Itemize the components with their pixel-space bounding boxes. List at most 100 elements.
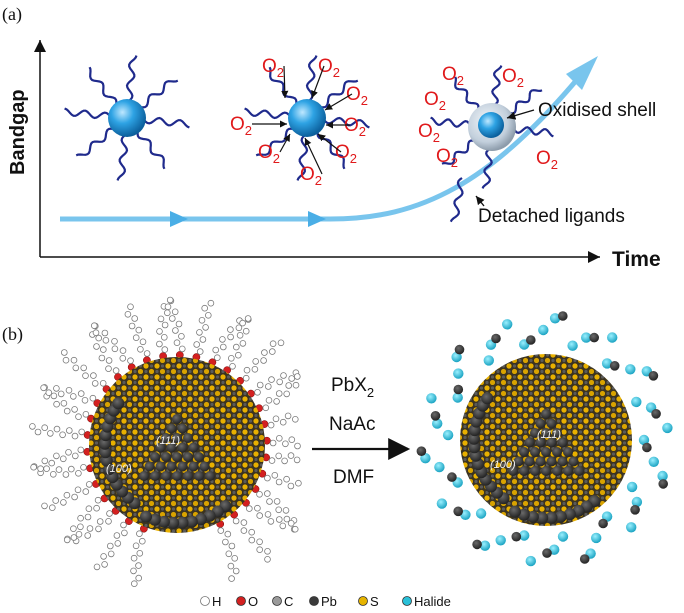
hydrogen-atom [282,440,289,448]
hydrogen-atom [248,536,256,544]
detached-ligands-pointer [475,195,485,207]
hydrogen-atom [228,542,236,550]
hydrogen-atom [199,336,207,343]
hydrogen-atom [34,428,42,436]
o2-pointer [304,137,323,175]
ligand [454,76,480,111]
pb-atom [99,437,111,450]
hydrogen-atom [55,466,63,473]
ligand-group-1 [64,55,190,181]
halide-atom [495,535,506,546]
hydrogen-atom [82,372,89,380]
ligand [136,131,166,170]
hydrogen-atom [78,428,85,436]
hydrogen-atom [217,527,225,534]
pb-atom [557,437,568,448]
ligand [125,55,138,102]
hydrogen-atom [53,452,60,460]
hydrogen-atom [242,327,250,335]
ligand [116,134,129,181]
hydrogen-atom [279,418,287,426]
hydrogen-atom [283,475,290,483]
pb-core-left [99,397,232,529]
hydrogen-atom [268,376,275,383]
hydrogen-atom [256,538,263,546]
hydrogen-atom [227,333,234,341]
pb-atom [176,516,189,529]
pb-atom [177,442,188,453]
hydrogen-atom [82,488,90,495]
oxidised-shell-pointer [506,109,535,120]
pb-atom [161,471,171,481]
hydrogen-atom [179,345,186,353]
o2-label: O2 [230,114,252,138]
hydrogen-atom [265,396,273,404]
ligand [64,107,111,120]
hydrogen-atom [264,511,272,518]
halide-atom [648,456,659,467]
pb-atom [552,466,562,476]
halide-atom [432,418,443,429]
trend-arrowhead-1 [170,211,188,227]
pb-atom [199,461,210,472]
pb-atom [194,513,207,526]
hydrogen-atom [284,412,292,420]
hydrogen-atom [101,561,108,568]
halide-atom [549,313,561,324]
hydrogen-atom [136,549,144,557]
hydrogen-atom [287,452,295,459]
halide-atom [626,481,638,493]
carbon-atom [558,311,568,321]
legend-swatch-s [358,596,368,606]
hydrogen-atom [60,399,68,407]
carbon-atom [453,384,464,395]
hydrogen-atom [229,362,236,370]
pb-atom [183,471,193,481]
carbon-atom [416,446,427,457]
hydrogen-atom [283,515,291,523]
hydrogen-atom [62,356,70,364]
o2-label: O2 [536,148,558,172]
pb-atom [468,432,480,445]
hydrogen-atom [127,357,134,365]
pb-atom [194,452,204,462]
y-axis-label: Bandgap [7,89,29,175]
pb-atom [144,461,155,472]
hydrogen-atom [132,542,140,550]
hydrogen-atom [273,398,280,405]
hydrogen-atom [71,406,78,413]
hydrogen-atom [48,459,55,467]
hydrogen-atom [65,448,72,456]
pb-atom [546,456,557,467]
pb-atom [545,511,558,524]
hydrogen-atom [135,562,142,569]
hydrogen-atom [280,372,287,379]
hydrogen-atom [139,338,147,346]
carbon-atom [453,506,464,517]
hydrogen-atom [102,336,110,344]
hydrogen-atom [77,523,84,531]
legend-swatch-c [272,596,282,606]
hydrogen-atom [77,390,85,397]
hydrogen-atom [96,518,104,525]
hydrogen-atom [30,463,37,471]
pb-atom [140,510,152,523]
pb-atom [150,452,160,462]
hydrogen-atom [41,457,49,465]
carbon-atom [579,554,590,564]
x-axis-label: Time [612,248,661,271]
hydrogen-atom [161,346,169,353]
legend-swatch-halide [402,596,412,606]
nanoparticle-3 [478,112,504,138]
hydrogen-atom [244,315,252,322]
reagent-naac: NaAc [329,414,375,435]
hydrogen-atom [106,510,113,517]
hydrogen-atom [92,329,100,337]
hydrogen-atom [285,382,293,389]
hydrogen-atom [84,513,92,521]
halide-atom [538,324,549,336]
hydrogen-atom [256,546,264,553]
hydrogen-atom [120,521,127,529]
